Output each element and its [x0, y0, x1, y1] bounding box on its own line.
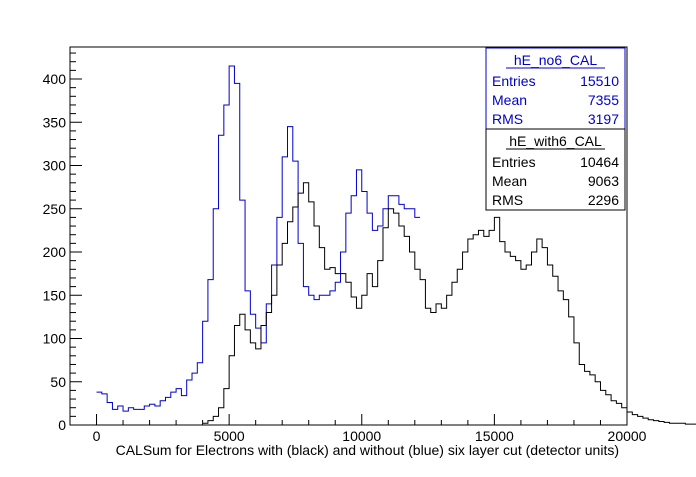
y-tick-label: 100 [43, 331, 67, 347]
stats-box-frame [485, 128, 626, 211]
y-tick-label: 0 [58, 417, 66, 433]
x-tick-label: 15000 [475, 428, 514, 444]
stats-row-label: Entries [492, 73, 536, 89]
stats-row-value: 3197 [588, 111, 619, 127]
y-tick-label: 400 [43, 71, 67, 87]
stats-row-label: RMS [492, 192, 523, 208]
stats-row-label: RMS [492, 111, 523, 127]
y-tick-label: 300 [43, 158, 67, 174]
stats-box-hE_with6_CAL: hE_with6_CAL Entries 10464 Mean 9063 RMS 2296 [485, 128, 626, 211]
stats-box-hE_no6_CAL: hE_no6_CAL Entries 15510 Mean 7355 RMS 3197 [485, 47, 626, 130]
stats-row-label: Mean [492, 92, 527, 108]
axes: 0 5000 10000 15000 20000 0 50 100 150 200 250 300 35… [43, 52, 647, 444]
stats-box-title: hE_no6_CAL [514, 52, 598, 68]
y-tick-label: 50 [50, 374, 66, 390]
histogram-series [96, 65, 696, 425]
stats-row-value: 10464 [580, 154, 619, 170]
stats-row-value: 2296 [588, 192, 619, 208]
plot-frame [69, 46, 628, 426]
x-tick-label: 0 [93, 428, 101, 444]
y-tick-label: 350 [43, 114, 67, 130]
series-line-hE_with6_CAL [202, 182, 696, 425]
stats-row-label: Mean [492, 173, 527, 189]
series-line-hE_no6_CAL [96, 65, 421, 412]
x-tick-label: 5000 [214, 428, 245, 444]
stats-box-frame [485, 47, 626, 130]
y-tick-label: 150 [43, 287, 67, 303]
stats-box-title: hE_with6_CAL [509, 133, 602, 149]
x-axis-label: CALSum for Electrons with (black) and wi… [116, 442, 619, 458]
x-tick-label: 10000 [342, 428, 381, 444]
plot-area-border [69, 46, 628, 426]
y-tick-label: 200 [43, 244, 67, 260]
y-tick-label: 250 [43, 201, 67, 217]
stats-row-label: Entries [492, 154, 536, 170]
stats-row-value: 7355 [588, 92, 619, 108]
stats-row-value: 15510 [580, 73, 619, 89]
stats-row-value: 9063 [588, 173, 619, 189]
x-tick-label: 20000 [608, 428, 647, 444]
